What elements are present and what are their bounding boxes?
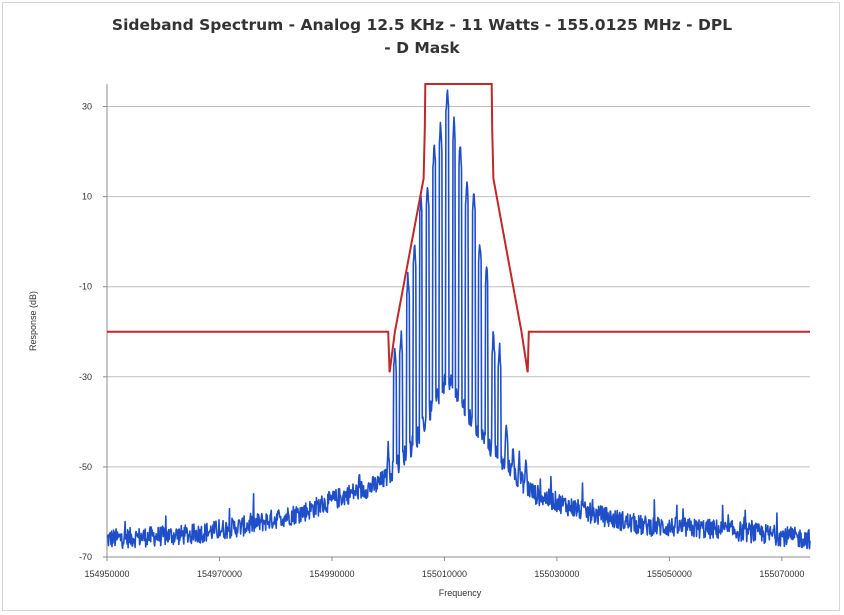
y-tick-label-2: -10	[79, 282, 92, 292]
series	[106, 83, 811, 550]
y-tick-label-0: 30	[82, 102, 92, 112]
x-axis-label: Frequency	[439, 588, 482, 598]
y-axis-label: Response (dB)	[28, 291, 38, 351]
x-tick-label-4: 155030000	[534, 569, 579, 579]
chart-title-line-2: - D Mask	[384, 39, 460, 57]
y-tick-label-1: 10	[82, 192, 92, 202]
chart-title-line-1: Sideband Spectrum - Analog 12.5 KHz - 11…	[111, 16, 733, 34]
y-tick-label-3: -30	[79, 372, 92, 382]
x-tick-label-5: 155050000	[647, 569, 692, 579]
chart-title: Sideband Spectrum - Analog 12.5 KHz - 11…	[0, 14, 844, 60]
x-tick-label-6: 155070000	[759, 569, 804, 579]
emission-mask-series	[107, 83, 810, 373]
axes	[103, 84, 810, 561]
x-tick-label-0: 154950000	[84, 569, 129, 579]
y-tick-label-5: -70	[79, 552, 92, 562]
measured-spectrum-series	[106, 89, 811, 550]
y-tick-label-4: -50	[79, 462, 92, 472]
tick-labels: 30 10 -10 -30 -50 -70 154950000 154970000 154990…	[79, 102, 804, 579]
x-tick-label-3: 155010000	[422, 569, 467, 579]
x-tick-label-2: 154990000	[309, 569, 354, 579]
x-tick-label-1: 154970000	[197, 569, 242, 579]
